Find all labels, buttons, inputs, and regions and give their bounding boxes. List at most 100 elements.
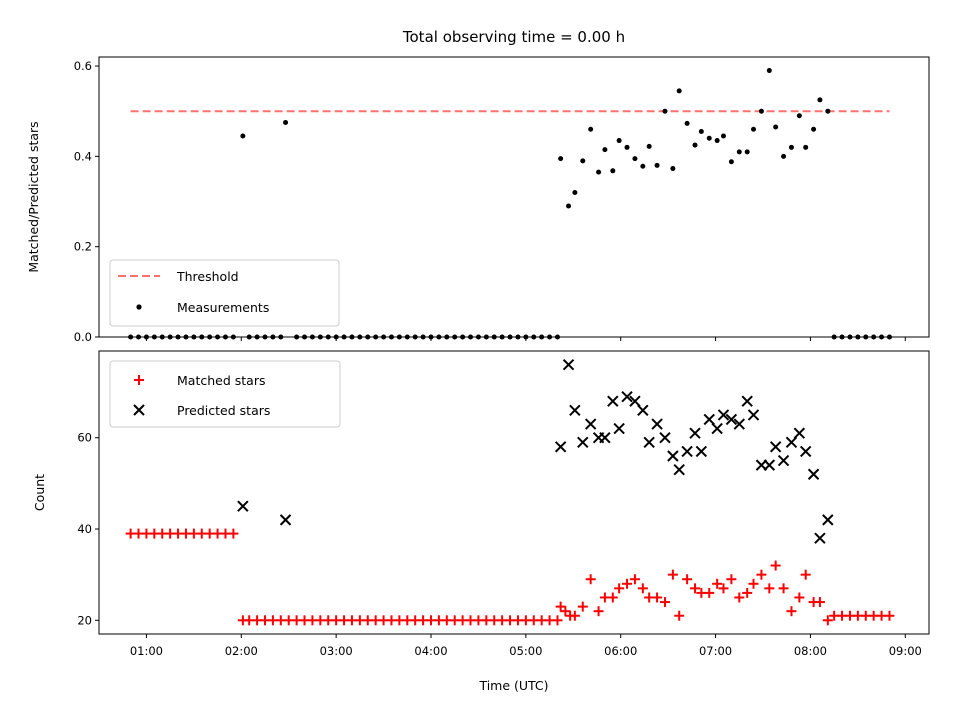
bottom-x-ticks: 01:00 02:00 03:00 04:00 05:00 06:00 07:00 08:00… (130, 634, 922, 658)
matched-point (569, 610, 580, 621)
measurements-legend-label: Measurements (177, 300, 269, 315)
top-y-ticks: 0.0 0.2 0.4 0.6 (74, 59, 99, 344)
measurement-point (744, 149, 750, 155)
measurement-point (736, 149, 742, 155)
x-tick-label: 02:00 (225, 644, 258, 658)
matched-point (778, 583, 789, 594)
matched-point (786, 606, 797, 617)
measurement-point (640, 163, 646, 169)
top-y-tick-label: 0.4 (74, 149, 92, 163)
matched-point (734, 592, 745, 603)
matched-point (629, 574, 640, 585)
predicted-point (703, 413, 715, 426)
measurement-point (616, 138, 622, 144)
measurement-point (610, 168, 616, 174)
measurement-point (662, 108, 668, 114)
bottom-y-tick-label: 40 (77, 522, 92, 536)
predicted-point (613, 422, 625, 435)
measurement-point (646, 143, 652, 149)
measurement-point (706, 135, 712, 141)
bottom-y-ticks: 20 40 60 (77, 431, 99, 627)
matched-point (607, 592, 618, 603)
predicted-point (673, 463, 685, 476)
predicted-point (822, 514, 834, 526)
predicted-point (279, 514, 292, 526)
matched-point (756, 569, 767, 580)
measurement-point (580, 158, 586, 164)
bottom-y-tick-label: 20 (77, 613, 92, 627)
top-y-tick-label: 0.6 (74, 59, 92, 73)
matched-point (593, 606, 604, 617)
matched-point (560, 606, 571, 617)
measurement-point (566, 203, 572, 209)
x-tick-label: 09:00 (889, 644, 922, 658)
matched-point (614, 583, 625, 594)
predicted-point (584, 418, 597, 430)
matched-point (659, 597, 670, 608)
predicted-point (643, 436, 655, 448)
measurement-point (602, 147, 608, 153)
matched-point (555, 601, 566, 612)
top-y-axis-label: Matched/Predicted stars (26, 121, 41, 272)
top-y-tick-label: 0.0 (74, 330, 92, 344)
measurement-point (720, 133, 726, 139)
measurement-point (825, 108, 831, 114)
threshold-legend-label: Threshold (176, 269, 239, 284)
matched-point (682, 574, 693, 585)
measurement-point (692, 142, 698, 148)
matched-point (794, 592, 805, 603)
predicted-point (667, 450, 679, 462)
matched-point (764, 583, 775, 594)
matched-stars-points (125, 528, 895, 626)
measurement-point (632, 156, 638, 162)
matched-point (712, 578, 723, 589)
bottom-axes-frame (98, 350, 930, 635)
x-tick-label: 05:00 (509, 644, 542, 658)
matched-legend-swatch (134, 375, 144, 385)
predicted-point (637, 404, 649, 417)
predicted-point (554, 441, 567, 453)
measurement-point (728, 159, 734, 165)
predicted-point (785, 436, 798, 448)
matched-point (690, 583, 701, 594)
predicted-point (717, 409, 730, 421)
predicted-point (607, 395, 619, 407)
matched-point (770, 560, 781, 571)
matched-point (704, 587, 715, 598)
measurements-legend-swatch (136, 304, 142, 310)
predicted-point (569, 404, 581, 417)
bottom-legend-box (109, 360, 341, 428)
matched-point (652, 592, 663, 603)
x-tick-label: 07:00 (699, 644, 732, 658)
measurement-point (698, 129, 704, 135)
predicted-point (681, 445, 693, 458)
predicted-point (659, 432, 671, 444)
predicted-point (725, 413, 738, 426)
predicted-point (777, 454, 790, 467)
measurement-point (240, 133, 246, 139)
measurement-point (781, 153, 787, 159)
predicted-point (621, 390, 633, 403)
predicted-point (763, 459, 776, 471)
predicted-point (769, 441, 782, 453)
matched-point (585, 574, 596, 585)
measurement-point (558, 156, 564, 162)
predicted-stars-points (237, 358, 834, 544)
predicted-point (689, 427, 701, 439)
measurement-point (684, 120, 690, 126)
measurement-point (283, 119, 289, 125)
top-legend: Threshold Measurements (109, 259, 340, 327)
measurement-point (714, 138, 720, 144)
predicted-point (741, 395, 753, 407)
predicted-point (733, 418, 745, 430)
matched-point (637, 583, 648, 594)
matched-point (800, 569, 811, 580)
top-legend-box (109, 259, 340, 327)
matched-point (742, 587, 753, 598)
x-tick-label: 03:00 (320, 644, 353, 658)
x-tick-label: 04:00 (414, 644, 447, 658)
measurement-point (654, 162, 660, 168)
top-axes: 0.0 0.2 0.4 0.6 Matched/Predicted stars Thr… (26, 56, 930, 344)
measurement-point (817, 97, 823, 103)
